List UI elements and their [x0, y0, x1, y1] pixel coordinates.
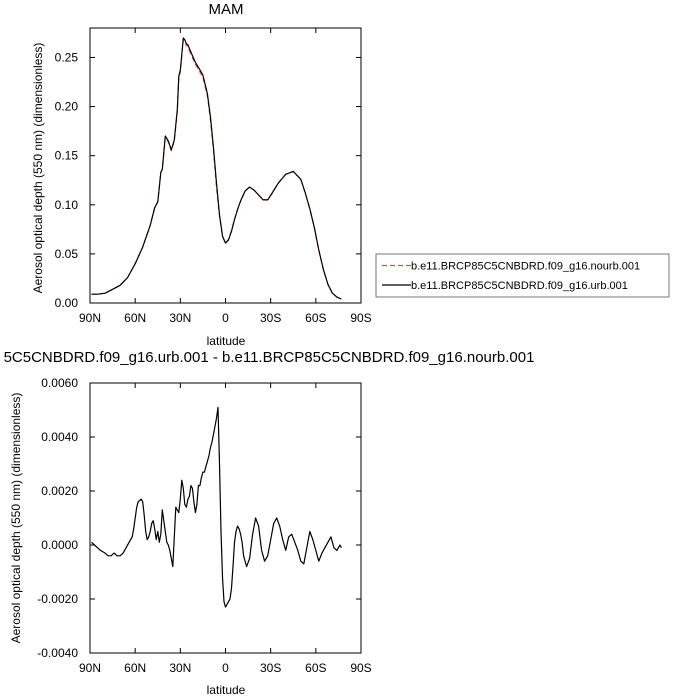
x-tick-label: 90S [350, 311, 371, 325]
bottom-panel-ticks: 90N 60N 30N 0 30S 60S 90S 0.0060 0.0040 0.0020 0.0… [37, 376, 371, 675]
x-tick-label: 0 [222, 311, 229, 325]
y-tick-label: 0.25 [55, 50, 79, 64]
y-tick-label: 0.0000 [41, 538, 78, 552]
legend-label-nourb: b.e11.BRCP85C5CNBDRD.f09_g16.nourb.001 [411, 261, 640, 273]
y-tick-label: 0.10 [55, 198, 79, 212]
y-tick-label: 0.00 [55, 296, 79, 310]
x-tick-label: 90N [79, 661, 101, 675]
series-line-0 [91, 406, 342, 608]
x-tick-label: 30N [169, 311, 191, 325]
legend-box [375, 253, 670, 298]
y-tick-label: 0.0020 [41, 484, 78, 498]
legend: b.e11.BRCP85C5CNBDRD.f09_g16.nourb.001 b… [375, 253, 670, 298]
y-tick-label: -0.0020 [37, 592, 78, 606]
x-tick-label: 30S [260, 311, 281, 325]
x-tick-label: 60N [124, 311, 146, 325]
x-tick-label: 90N [79, 311, 101, 325]
bottom-panel-title: 5C5CNBDRD.f09_g16.urb.001 - b.e11.BRCP85… [4, 349, 535, 366]
y-tick-label: 0.20 [55, 100, 79, 114]
x-tick-label: 0 [222, 661, 229, 675]
y-tick-label: 0.05 [55, 247, 79, 261]
top-panel-title: MAM [209, 1, 244, 18]
bottom-panel-x-axis-label: latitude [207, 683, 246, 697]
series-line-1 [91, 37, 342, 300]
top-panel-x-axis-label: latitude [207, 334, 246, 348]
top-panel-y-axis-label: Aerosol optical depth (550 nm) (dimensio… [31, 43, 45, 294]
x-tick-label: 30N [169, 661, 191, 675]
bottom-panel-plot-frame [89, 382, 362, 654]
series-line-0 [91, 39, 342, 300]
y-tick-label: 0.0060 [41, 376, 78, 390]
legend-label-urb: b.e11.BRCP85C5CNBDRD.f09_g16.urb.001 [411, 280, 628, 292]
x-tick-label: 60S [305, 311, 326, 325]
top-panel-series-lines [91, 37, 342, 300]
bottom-panel: 5C5CNBDRD.f09_g16.urb.001 - b.e11.BRCP85… [4, 349, 535, 697]
x-tick-label: 30S [260, 661, 281, 675]
x-tick-label: 90S [350, 661, 371, 675]
top-panel: MAM 90N 60N 30N 0 30S 60S 90S 0.00 0.05 0.10 0.15 0… [31, 1, 372, 348]
y-tick-label: 0.0040 [41, 430, 78, 444]
top-panel-ticks: 90N 60N 30N 0 30S 60S 90S 0.00 0.05 0.10 0.15 0.20 0… [55, 28, 372, 325]
bottom-panel-series-lines [91, 406, 342, 608]
y-tick-label: -0.0040 [37, 646, 78, 660]
bottom-panel-y-axis-label: Aerosol optical depth (550 nm) (dimensio… [9, 393, 23, 644]
x-tick-label: 60N [124, 661, 146, 675]
top-panel-plot-frame [89, 27, 362, 304]
y-tick-label: 0.15 [55, 149, 79, 163]
x-tick-label: 60S [305, 661, 326, 675]
